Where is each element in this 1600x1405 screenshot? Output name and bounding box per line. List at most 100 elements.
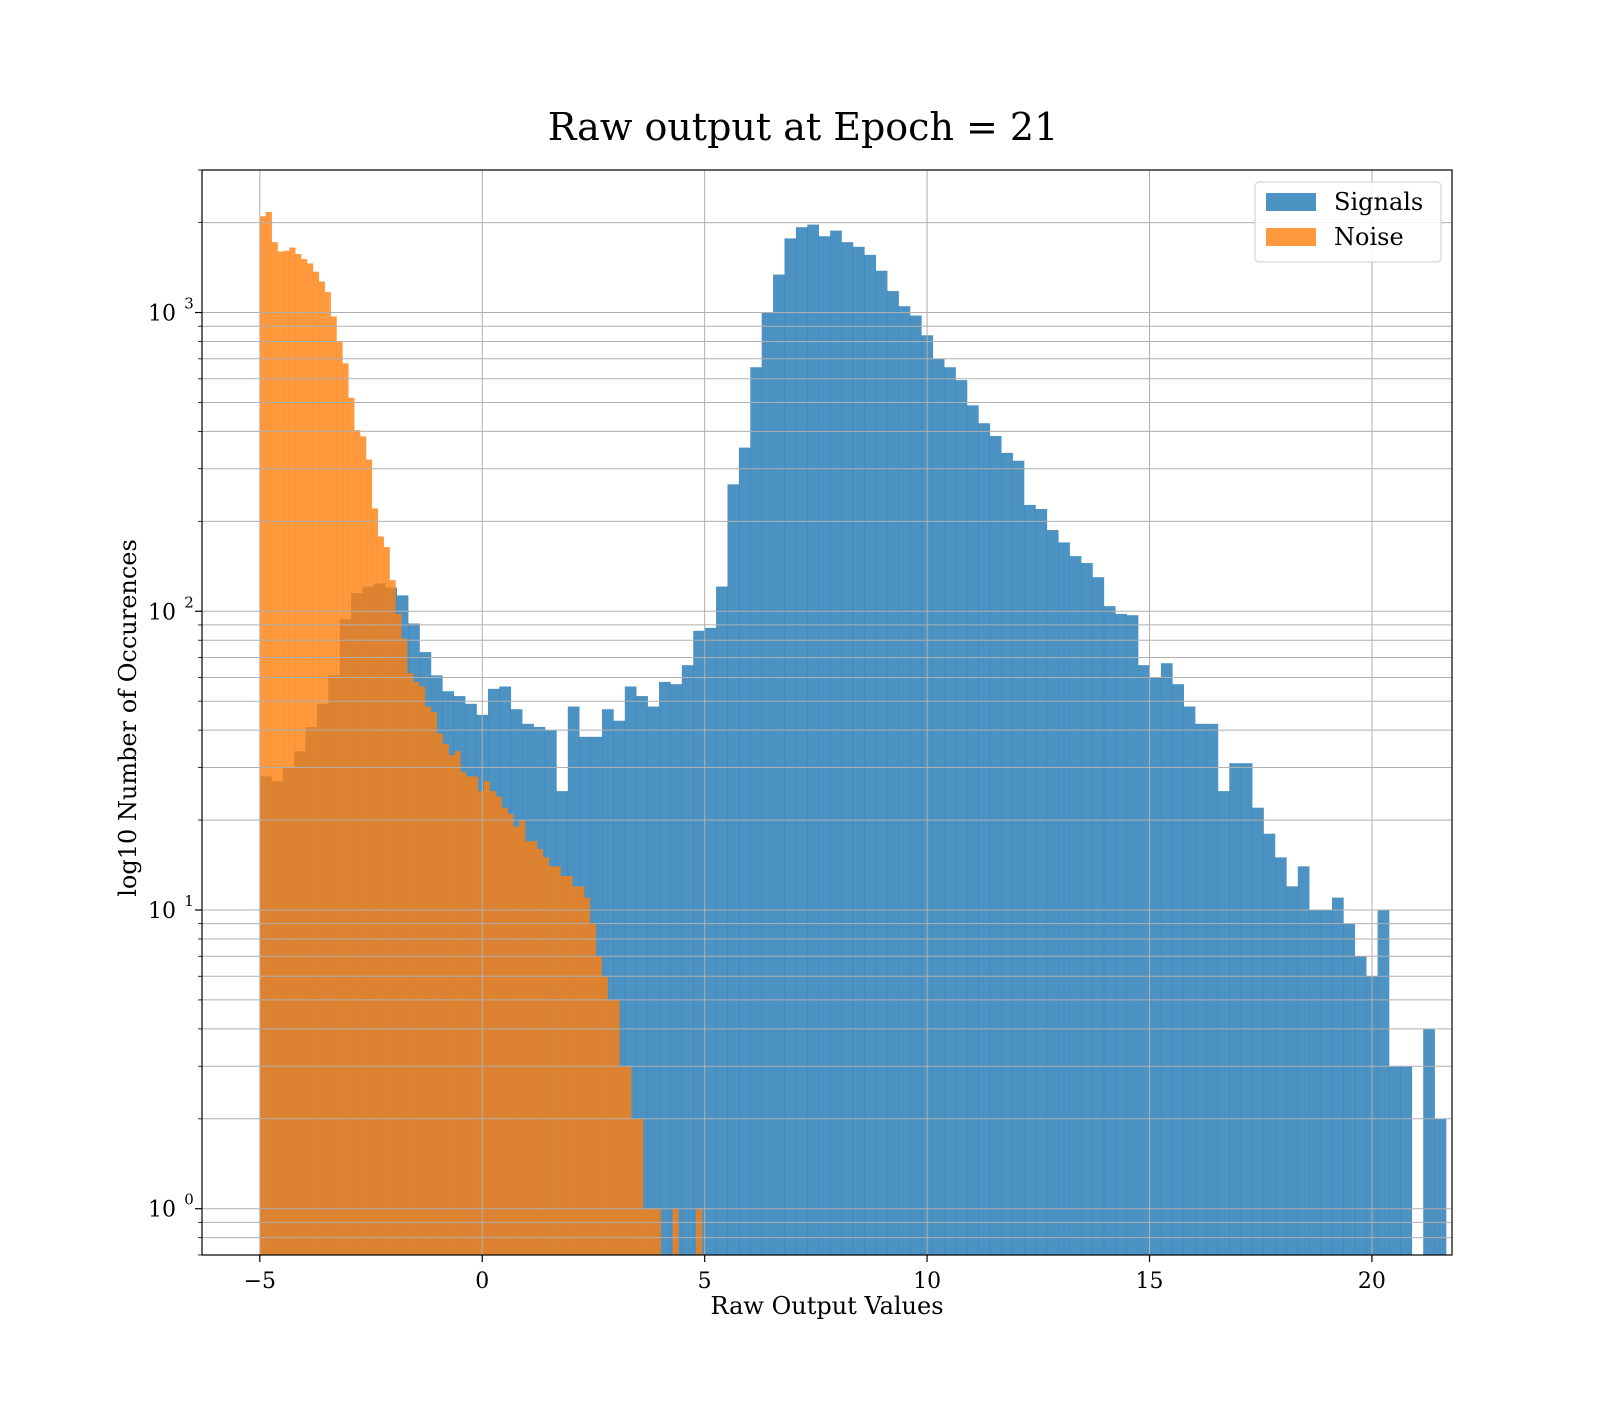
bar [607,999,614,1255]
y-tick-label-exponent: 0 [184,1191,194,1209]
bar [413,681,420,1255]
bar [619,1066,626,1255]
bar [1354,956,1367,1255]
bar [670,684,683,1255]
bar [554,866,561,1255]
bar [418,686,426,1255]
bar [773,274,785,1255]
bar [442,743,449,1255]
legend-label-noise: Noise [1334,223,1404,251]
bar [330,316,337,1256]
bar [966,405,979,1256]
bar [483,781,490,1255]
bar [436,733,443,1255]
bar [978,423,991,1255]
bar [265,212,272,1255]
legend-swatch-noise [1266,228,1316,246]
bar [1240,763,1253,1255]
bar [430,712,437,1255]
bar [955,380,968,1255]
bar [648,1208,656,1255]
bar [295,254,302,1255]
bar [578,886,585,1255]
bar [259,216,267,1255]
bar [1081,563,1093,1255]
bar [389,580,396,1255]
bar [761,312,774,1255]
bar [944,367,956,1256]
y-tick-label-exponent: 3 [184,295,194,313]
bar [460,771,467,1255]
bar [784,238,797,1255]
x-tick-label: 0 [475,1269,489,1294]
bar [1206,723,1219,1255]
bar [1001,452,1013,1255]
bar [795,227,808,1256]
bar [1069,556,1082,1255]
bar [595,956,602,1255]
bar [1035,508,1048,1256]
bar [613,999,620,1255]
bar [1012,460,1025,1255]
bar [631,1118,638,1255]
bar [513,826,520,1255]
bar [560,875,567,1255]
y-tick-label: 10 [148,899,176,924]
bar [318,281,325,1255]
bar [830,230,842,1255]
bar [637,1118,644,1255]
series-noise [259,212,703,1256]
bar [477,791,485,1255]
x-tick-label: 5 [698,1269,712,1294]
bar [647,706,660,1255]
bar [383,547,390,1255]
bar [306,263,314,1255]
y-tick-label: 10 [148,302,176,327]
bar [589,923,597,1255]
bar [501,807,508,1255]
bar [1320,909,1333,1255]
bar [1331,897,1344,1255]
bar [601,976,608,1255]
bar [750,367,762,1256]
bar [312,271,320,1255]
bar [672,1208,679,1255]
ticks-layer: −5 0 5 10 15 20 10 0 10 1 10 2 10 3 [148,169,1386,1294]
bar [1160,663,1173,1255]
bar [371,508,379,1255]
bar [1092,577,1105,1255]
bar [875,270,888,1255]
bar [727,484,740,1256]
y-tick-label: 10 [148,600,176,625]
bar [624,686,637,1255]
bar [989,436,1002,1255]
bar [489,791,496,1255]
bar [693,630,705,1255]
bar [704,627,717,1255]
bar [1286,886,1299,1255]
bar [365,459,373,1255]
bar [625,1066,632,1255]
bar [424,706,432,1255]
bar [681,665,694,1255]
bar [283,250,290,1255]
bar [1138,665,1150,1255]
bar [1229,763,1242,1255]
bar [377,536,384,1255]
bar [1263,833,1276,1255]
grid-layer [202,169,1452,1256]
bar [852,246,865,1255]
bar [1217,791,1230,1255]
bar [1149,677,1162,1255]
bar [1400,1066,1413,1255]
bar [1195,723,1207,1255]
bar [401,638,408,1255]
bars-layer [259,212,1447,1256]
bar [1126,615,1139,1255]
bar [348,397,355,1255]
x-tick-label: 20 [1358,1269,1386,1294]
bar [898,306,911,1255]
plot-area: −5 0 5 10 15 20 10 0 10 1 10 2 10 3 [148,169,1453,1294]
bar [548,866,555,1255]
